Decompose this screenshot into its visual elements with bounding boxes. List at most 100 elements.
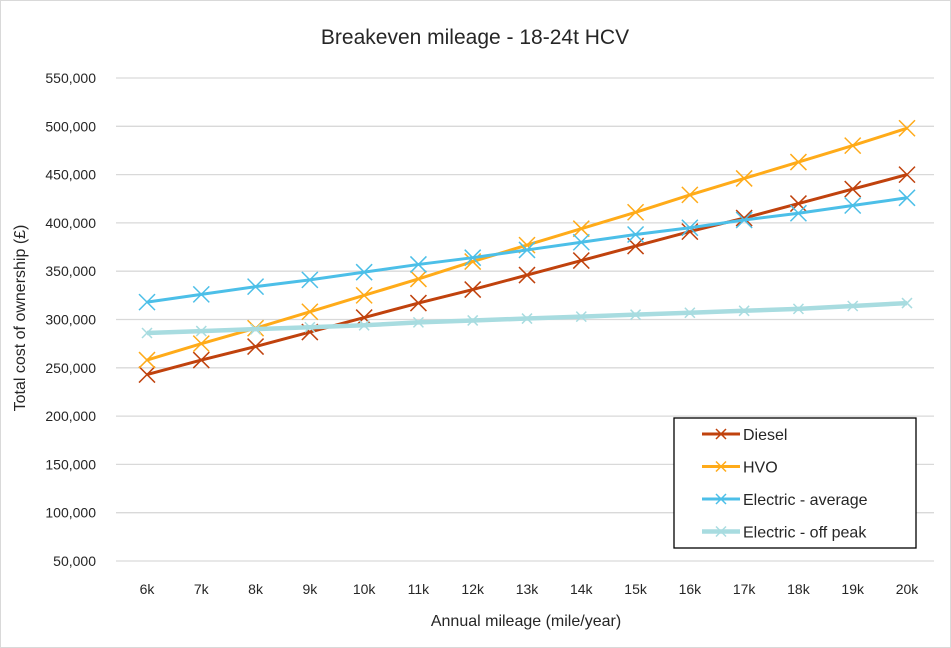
data-point-marker <box>138 351 156 369</box>
legend-marker-icon <box>715 525 727 538</box>
data-point-marker <box>138 366 156 384</box>
legend-label: Electric - off peak <box>743 525 867 542</box>
data-point-marker <box>681 186 699 204</box>
data-point-marker <box>138 293 156 311</box>
data-point-marker <box>572 233 590 251</box>
data-point-marker <box>192 285 210 303</box>
y-axis-ticks: 50,000 100,000 150,000 200,000 250,000 300,00… <box>45 70 96 569</box>
data-point-marker <box>898 189 916 207</box>
data-point-marker <box>898 166 916 184</box>
data-point-marker <box>304 321 316 333</box>
legend-marker-icon <box>715 493 727 505</box>
series-diesel <box>138 166 916 384</box>
data-point-marker <box>735 169 753 187</box>
y-tick-label: 50,000 <box>53 553 96 569</box>
data-point-marker <box>901 297 913 309</box>
data-point-marker <box>844 137 862 155</box>
x-tick-label: 6k <box>140 581 156 597</box>
x-tick-label: 8k <box>248 581 264 597</box>
data-point-marker <box>681 219 699 237</box>
x-axis-ticks: 6k 7k 8k 9k 10k 11k 12k 13k 14k 15k 16k 17k 18k 19k 20… <box>140 581 920 597</box>
series-hvo <box>138 119 916 369</box>
data-point-marker <box>467 314 479 326</box>
data-point-marker <box>521 313 533 325</box>
x-tick-label: 16k <box>679 581 703 597</box>
data-point-marker <box>141 327 153 339</box>
x-tick-label: 15k <box>624 581 648 597</box>
x-tick-label: 12k <box>461 581 485 597</box>
data-point-marker <box>247 278 265 296</box>
data-point-marker <box>898 119 916 137</box>
data-point-marker <box>789 204 807 222</box>
y-tick-label: 150,000 <box>45 456 96 472</box>
data-point-marker <box>250 323 262 335</box>
data-point-marker <box>792 303 804 315</box>
data-point-marker <box>738 305 750 317</box>
data-point-marker <box>409 294 427 312</box>
y-tick-label: 250,000 <box>45 360 96 376</box>
y-tick-label: 100,000 <box>45 505 96 521</box>
data-point-marker <box>247 338 265 356</box>
x-tick-label: 20k <box>896 581 920 597</box>
data-point-marker <box>301 271 319 289</box>
y-tick-label: 300,000 <box>45 312 96 328</box>
legend-item-diesel: Diesel <box>702 427 787 444</box>
x-tick-label: 19k <box>841 581 865 597</box>
x-tick-label: 18k <box>787 581 811 597</box>
legend: Diesel HVO Electric - average Electric - of… <box>673 417 917 549</box>
legend-item-hvo: HVO <box>702 460 778 477</box>
data-point-marker <box>409 270 427 288</box>
legend-item-electric-off-peak: Electric - off peak <box>702 525 867 542</box>
chart-title: Breakeven mileage - 18-24t HCV <box>321 26 629 49</box>
y-tick-label: 400,000 <box>45 215 96 231</box>
legend-marker-icon <box>715 460 727 473</box>
data-point-marker <box>301 303 319 321</box>
data-point-marker <box>195 325 207 337</box>
data-point-marker <box>518 266 536 284</box>
x-axis-label: Annual mileage (mile/year) <box>431 613 621 630</box>
y-axis-label: Total cost of ownership (£) <box>12 225 29 412</box>
data-point-marker <box>789 153 807 171</box>
legend-item-electric-average: Electric - average <box>702 492 868 509</box>
y-tick-label: 200,000 <box>45 408 96 424</box>
data-point-marker <box>844 196 862 215</box>
data-point-marker <box>735 209 753 227</box>
data-point-marker <box>464 249 482 267</box>
series-group <box>138 119 916 384</box>
x-tick-label: 13k <box>516 581 540 597</box>
y-tick-label: 550,000 <box>45 70 96 86</box>
series-electric-average <box>138 189 916 311</box>
data-point-marker <box>630 309 642 321</box>
data-point-marker <box>464 281 482 299</box>
legend-label: HVO <box>743 460 778 477</box>
legend-marker-icon <box>715 428 727 440</box>
data-point-marker <box>844 180 862 198</box>
series-electric-off-peak <box>141 297 913 339</box>
data-point-marker <box>627 225 645 244</box>
data-point-marker <box>572 220 590 238</box>
data-point-marker <box>572 252 590 270</box>
data-point-marker <box>575 311 587 323</box>
data-point-marker <box>355 286 373 304</box>
data-point-marker <box>412 316 424 328</box>
legend-label: Diesel <box>743 427 787 444</box>
data-point-marker <box>518 241 536 259</box>
data-point-marker <box>192 335 210 353</box>
y-tick-label: 350,000 <box>45 263 96 279</box>
y-tick-label: 450,000 <box>45 167 96 183</box>
data-point-marker <box>684 307 696 319</box>
x-tick-label: 9k <box>302 581 318 597</box>
data-point-marker <box>847 300 859 312</box>
x-tick-label: 10k <box>353 581 377 597</box>
legend-label: Electric - average <box>743 492 868 509</box>
x-tick-label: 11k <box>408 581 431 597</box>
x-tick-label: 7k <box>194 581 210 597</box>
y-tick-label: 500,000 <box>45 118 96 134</box>
data-point-marker <box>409 255 427 273</box>
legend-box <box>673 417 917 549</box>
data-point-marker <box>355 263 373 281</box>
data-point-marker <box>627 203 645 221</box>
data-point-marker <box>192 351 210 369</box>
x-tick-label: 17k <box>733 581 757 597</box>
